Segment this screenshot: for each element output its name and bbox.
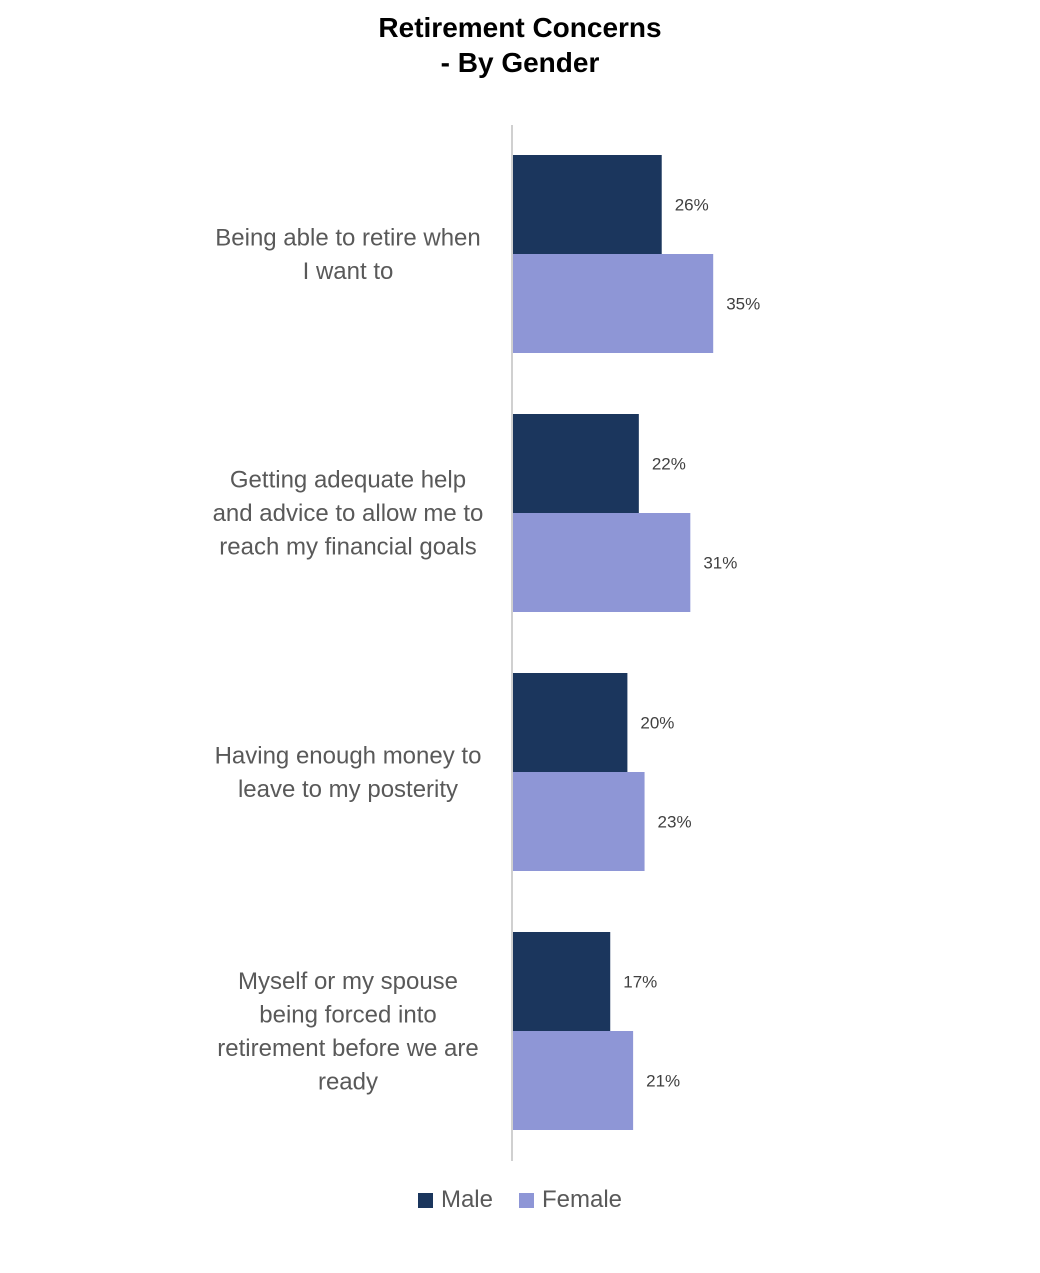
legend: Male Female [0, 1186, 1040, 1214]
legend-item-female: Female [519, 1186, 622, 1214]
bar-female [513, 1031, 634, 1130]
legend-swatch-male [417, 1192, 433, 1208]
category-label-line: Myself or my spouse [238, 968, 458, 995]
category-label-line: Being able to retire when [215, 224, 481, 251]
bar-female [513, 513, 691, 612]
bar-female [513, 772, 645, 871]
category-label-line: retirement before we are [217, 1035, 478, 1062]
bar-male [513, 673, 628, 772]
category-label-line: ready [318, 1068, 378, 1095]
legend-swatch-female [519, 1192, 534, 1208]
category-label-line: leave to my posterity [238, 776, 458, 803]
category-label-line: I want to [303, 258, 394, 285]
category-label-line: being forced into [259, 1001, 436, 1028]
data-label: 21% [646, 1072, 680, 1091]
category-label: Having enough money to leave to my poster… [215, 742, 482, 803]
legend-label-male: Male [440, 1186, 493, 1213]
chart-title: Retirement Concerns - By Gender [0, 10, 1040, 80]
legend-item-male: Male [417, 1186, 493, 1214]
data-label: 22% [652, 455, 686, 474]
legend-label-female: Female [542, 1186, 623, 1213]
category-label-line: and advice to allow me to [213, 500, 484, 527]
bar-male [513, 414, 639, 513]
bar-male [513, 155, 662, 254]
data-label: 23% [658, 813, 692, 832]
chart-title-line-1: Retirement Concerns [378, 12, 662, 43]
data-label: 35% [726, 295, 760, 314]
chart-title-line-2: - By Gender [440, 47, 600, 78]
category-label: Being able to retire when I want to [215, 224, 481, 285]
bar-female [513, 254, 714, 353]
category-label-line: Having enough money to [215, 742, 482, 769]
bar-male [513, 932, 611, 1031]
data-label: 26% [675, 196, 709, 215]
data-label: 20% [640, 714, 674, 733]
category-label-line: Getting adequate help [230, 467, 466, 494]
data-label: 17% [623, 973, 657, 992]
category-label: Myself or my spouse being forced into reti… [217, 968, 478, 1096]
category-label-line: reach my financial goals [219, 534, 476, 561]
category-label: Getting adequate help and advice to allow… [213, 467, 484, 561]
data-label: 31% [703, 554, 737, 573]
